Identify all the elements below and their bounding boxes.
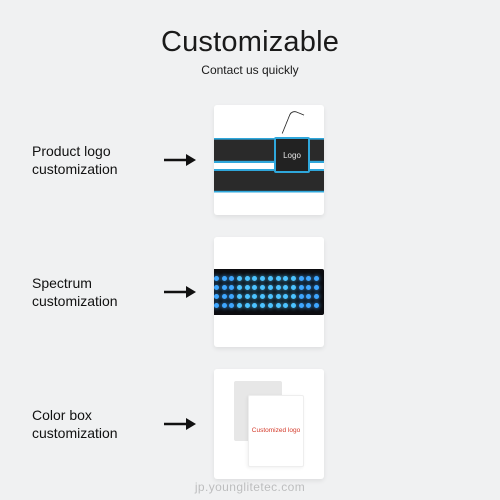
led-dot [314, 294, 319, 299]
led-dot [291, 303, 296, 308]
box-label: Customized logo [252, 427, 300, 434]
led-dot [260, 276, 265, 281]
item-label: Color box customization [32, 406, 144, 442]
led-row [214, 303, 322, 308]
led-dot [252, 294, 257, 299]
led-dot [276, 294, 281, 299]
led-dot [214, 294, 219, 299]
led-dot [306, 303, 311, 308]
led-dot [268, 285, 273, 290]
item-illustration-box: Customized logo [214, 369, 324, 479]
led-dot [291, 276, 296, 281]
led-dot [276, 303, 281, 308]
arrow-right-icon [162, 153, 196, 167]
led-dot [314, 285, 319, 290]
item-illustration-led [214, 237, 324, 347]
led-dot [291, 285, 296, 290]
led-dot [268, 294, 273, 299]
led-dot [222, 276, 227, 281]
led-dot [245, 276, 250, 281]
belt-pocket: Logo [274, 137, 310, 173]
led-dot [229, 276, 234, 281]
led-dot [222, 303, 227, 308]
led-dot [283, 294, 288, 299]
led-dot [314, 276, 319, 281]
led-row [214, 285, 322, 290]
led-dot [283, 276, 288, 281]
arrow-right-icon [162, 285, 196, 299]
led-dot [222, 294, 227, 299]
led-dot [222, 285, 227, 290]
box-graphic: Customized logo [214, 369, 324, 479]
led-dot [260, 294, 265, 299]
led-dot [214, 303, 219, 308]
customization-list: Product logo customization Logo [0, 105, 500, 479]
led-dot [252, 285, 257, 290]
box-front-panel: Customized logo [248, 395, 304, 467]
list-item: Spectrum customization [32, 237, 500, 347]
item-label: Product logo customization [32, 142, 144, 178]
led-dot [229, 303, 234, 308]
led-dot [229, 294, 234, 299]
led-dot [268, 276, 273, 281]
led-dot [229, 285, 234, 290]
led-row [214, 276, 322, 281]
arrow-right-icon [162, 417, 196, 431]
led-dot [306, 276, 311, 281]
led-dot [252, 276, 257, 281]
led-dot [237, 285, 242, 290]
led-dot [283, 303, 288, 308]
led-dot [214, 276, 219, 281]
list-item: Color box customization Customized logo [32, 369, 500, 479]
cable-icon [282, 109, 305, 138]
led-dot [306, 294, 311, 299]
item-illustration-belt: Logo [214, 105, 324, 215]
page-subtitle: Contact us quickly [201, 63, 298, 77]
led-dot [245, 294, 250, 299]
list-item: Product logo customization Logo [32, 105, 500, 215]
led-row [214, 294, 322, 299]
led-dot [291, 294, 296, 299]
led-dot [299, 294, 304, 299]
led-dot [237, 276, 242, 281]
led-dot [260, 285, 265, 290]
item-label: Spectrum customization [32, 274, 144, 310]
led-panel-graphic [214, 269, 324, 315]
led-dot [283, 285, 288, 290]
led-dot [268, 303, 273, 308]
led-dot [237, 303, 242, 308]
led-dot [252, 303, 257, 308]
page-title: Customizable [161, 26, 339, 59]
led-dot [214, 285, 219, 290]
watermark: jp.younglitetec.com [0, 480, 500, 494]
pocket-label: Logo [283, 151, 301, 160]
led-dot [299, 303, 304, 308]
led-dot [276, 276, 281, 281]
belt-graphic: Logo [214, 105, 324, 215]
led-dot [306, 285, 311, 290]
led-dot [237, 294, 242, 299]
led-dot [245, 285, 250, 290]
led-dot [260, 303, 265, 308]
page: Customizable Contact us quickly Product … [0, 0, 500, 500]
led-dot [299, 285, 304, 290]
led-dot [245, 303, 250, 308]
led-dot [276, 285, 281, 290]
led-dot [299, 276, 304, 281]
led-dot [314, 303, 319, 308]
